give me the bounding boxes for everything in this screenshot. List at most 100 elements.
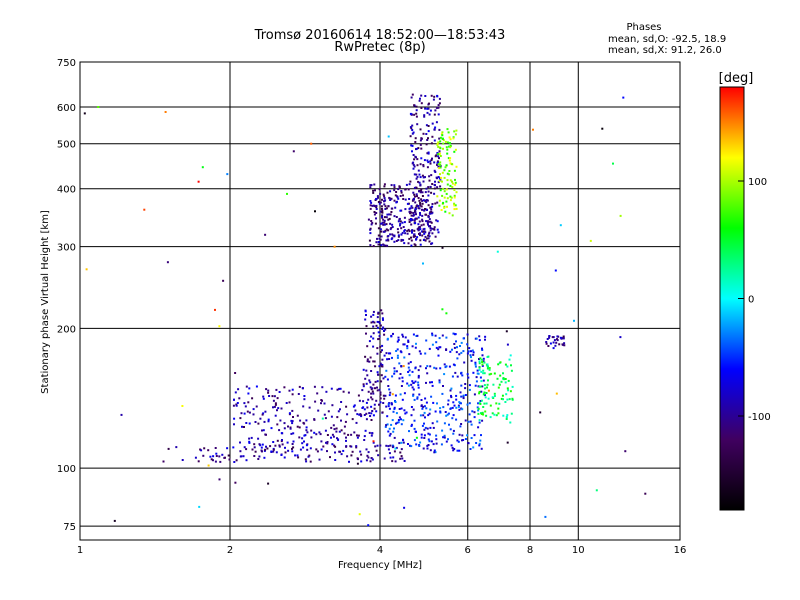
data-point xyxy=(240,455,243,458)
data-point xyxy=(429,449,432,452)
data-point xyxy=(420,157,423,160)
data-point xyxy=(368,379,371,382)
data-point xyxy=(201,166,204,169)
data-point xyxy=(473,416,476,419)
data-point xyxy=(255,385,258,388)
data-point xyxy=(362,400,365,403)
data-point xyxy=(400,238,403,241)
data-point xyxy=(438,102,441,105)
data-point xyxy=(400,441,403,444)
data-point xyxy=(425,187,428,190)
y-tick-label: 300 xyxy=(57,243,76,254)
data-point xyxy=(274,402,277,405)
data-point xyxy=(456,357,459,360)
data-point xyxy=(369,207,372,210)
data-point xyxy=(403,460,406,462)
data-point xyxy=(274,444,277,447)
data-point xyxy=(433,128,436,131)
data-point xyxy=(407,443,409,445)
data-point xyxy=(265,445,267,448)
data-point xyxy=(371,398,374,401)
data-point xyxy=(395,240,398,242)
data-point xyxy=(398,377,401,380)
data-point xyxy=(431,381,433,384)
data-point xyxy=(428,218,431,221)
data-point xyxy=(438,150,441,153)
data-point xyxy=(379,222,382,225)
data-point xyxy=(379,210,382,213)
data-point xyxy=(457,405,460,408)
data-point xyxy=(414,201,417,204)
data-point xyxy=(498,383,501,386)
data-point xyxy=(453,194,456,197)
data-point xyxy=(320,448,323,451)
data-point xyxy=(389,432,392,435)
data-point xyxy=(467,376,470,379)
data-point xyxy=(338,430,341,433)
data-point xyxy=(451,406,454,409)
data-point xyxy=(354,409,357,412)
data-point xyxy=(372,313,375,316)
data-point xyxy=(415,105,418,108)
data-point xyxy=(331,443,334,446)
data-point xyxy=(346,413,349,416)
data-point xyxy=(393,406,396,409)
data-point xyxy=(368,340,371,343)
data-point xyxy=(398,186,401,189)
data-point xyxy=(383,183,386,186)
data-point xyxy=(434,109,437,112)
data-point xyxy=(281,443,284,446)
data-point xyxy=(401,457,404,460)
data-point xyxy=(437,163,440,166)
data-point xyxy=(284,446,286,449)
data-point xyxy=(397,336,400,339)
data-point xyxy=(399,457,402,460)
data-point xyxy=(502,377,505,380)
data-point xyxy=(429,160,432,163)
data-point xyxy=(448,136,451,139)
data-point xyxy=(448,159,451,162)
data-point xyxy=(422,262,424,265)
data-point xyxy=(407,339,410,342)
data-point xyxy=(372,440,375,443)
data-point xyxy=(278,429,281,432)
data-point xyxy=(389,456,392,459)
data-point xyxy=(416,334,419,337)
data-point xyxy=(369,232,372,235)
data-point xyxy=(413,427,416,430)
data-point xyxy=(454,133,457,136)
data-point xyxy=(431,422,434,425)
data-point xyxy=(380,374,383,377)
data-point xyxy=(436,195,439,198)
data-point xyxy=(424,176,426,179)
data-point xyxy=(439,152,441,155)
data-point xyxy=(433,113,436,116)
data-point xyxy=(375,217,377,220)
data-point xyxy=(416,158,419,161)
data-point xyxy=(428,102,430,105)
data-point xyxy=(404,336,407,339)
data-point xyxy=(410,414,413,417)
data-point xyxy=(376,347,379,350)
data-point xyxy=(380,207,383,210)
data-point xyxy=(348,460,350,463)
data-point xyxy=(417,369,420,372)
data-point xyxy=(254,450,257,453)
data-point xyxy=(502,372,504,375)
data-point xyxy=(235,404,238,407)
data-point xyxy=(291,443,294,445)
data-point xyxy=(302,405,305,408)
data-point xyxy=(303,395,306,397)
data-point xyxy=(428,235,431,238)
data-point xyxy=(478,390,481,393)
data-point xyxy=(380,244,383,247)
data-point xyxy=(431,242,434,245)
data-point xyxy=(253,455,256,457)
data-point xyxy=(405,183,408,186)
data-point xyxy=(412,191,415,194)
data-point xyxy=(264,410,267,413)
data-point xyxy=(411,124,414,127)
data-point xyxy=(390,227,393,229)
data-point xyxy=(356,434,358,437)
data-point xyxy=(346,455,349,458)
